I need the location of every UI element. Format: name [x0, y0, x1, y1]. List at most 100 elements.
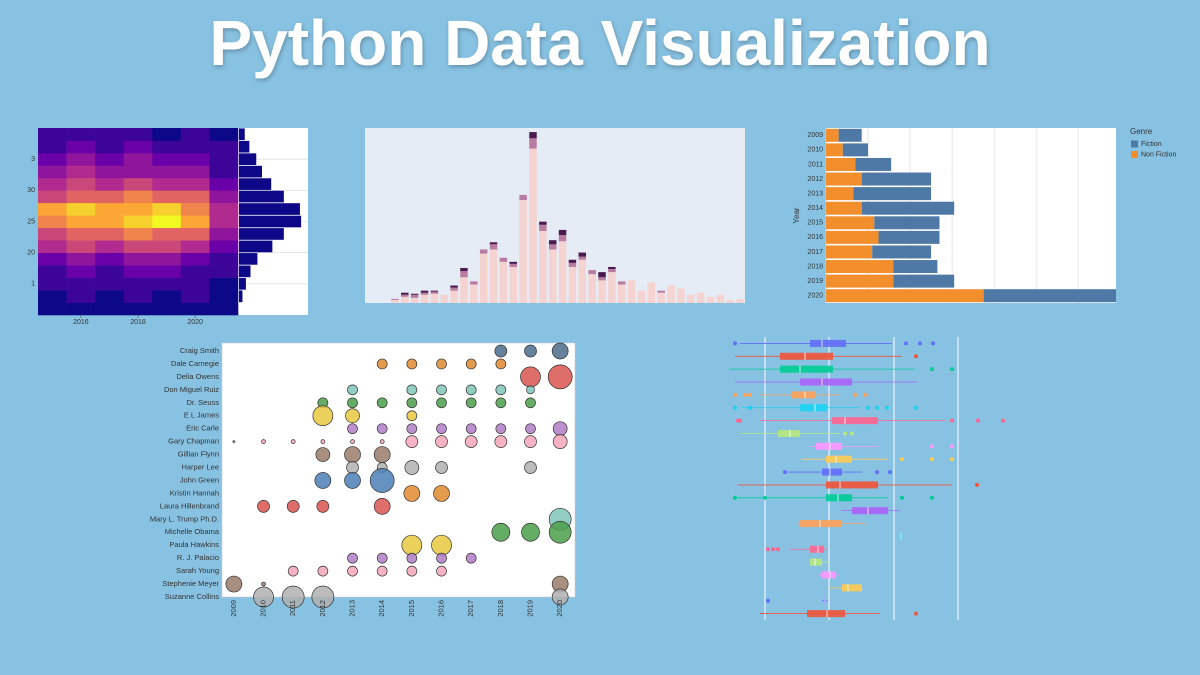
outlier — [904, 341, 908, 346]
box — [800, 378, 852, 386]
bubble — [232, 440, 236, 443]
heat-cell — [180, 265, 210, 278]
heat-cell — [38, 252, 67, 266]
heat-cell — [66, 152, 96, 166]
heat-cell — [66, 190, 96, 204]
heat-cell — [95, 302, 125, 316]
y-tick-label: 25 — [27, 218, 35, 225]
bar-segment — [430, 293, 439, 303]
bubble — [286, 500, 300, 513]
box — [826, 481, 878, 489]
outlier — [743, 392, 747, 397]
heat-cell — [152, 152, 182, 166]
x-tick-label: 2018 — [496, 600, 505, 617]
y-tick-label: Suzanne Collins — [165, 592, 219, 601]
box — [810, 558, 822, 566]
y-axis-label: Year — [792, 207, 801, 224]
bubble — [525, 397, 536, 409]
outlier — [914, 405, 918, 410]
bar-segment — [726, 299, 734, 303]
y-tick-label: Paula Hawkins — [169, 540, 219, 549]
heat-cell — [209, 190, 239, 204]
heat-cell — [209, 215, 239, 229]
box — [826, 455, 852, 463]
bar-segment — [489, 249, 498, 303]
y-tick-label: 2014 — [807, 205, 823, 212]
heat-cell — [152, 290, 182, 303]
box — [832, 417, 878, 425]
y-tick-label: 2013 — [807, 190, 823, 197]
bar-segment — [826, 216, 875, 230]
heat-cell — [38, 240, 67, 253]
bar-segment — [489, 242, 498, 245]
box — [800, 519, 842, 528]
heat-cell — [95, 215, 125, 229]
outlier — [733, 495, 737, 500]
bar-segment — [647, 282, 656, 303]
heat-cell — [209, 227, 239, 241]
heat-cell — [95, 252, 125, 266]
bar-segment — [401, 296, 409, 303]
bubble — [345, 408, 360, 424]
bar-segment — [578, 256, 587, 260]
heat-cell — [180, 252, 210, 266]
heat-cell — [180, 190, 210, 204]
x-tick-label: 2020 — [187, 319, 203, 326]
bar-segment — [667, 285, 675, 303]
heat-cell — [38, 290, 67, 303]
bar-segment — [420, 294, 429, 303]
heat-cell — [38, 215, 67, 229]
heat-cell — [66, 277, 96, 291]
heat-cell — [95, 190, 125, 204]
heat-cell — [38, 190, 67, 204]
bar-segment — [568, 262, 577, 267]
y-tick-label: 2010 — [807, 147, 823, 154]
bar-segment — [410, 297, 419, 303]
heat-cell — [123, 190, 153, 204]
heat-cell — [66, 240, 96, 253]
bar-segment — [826, 274, 894, 288]
histogram-bar — [239, 165, 262, 178]
heat-cell — [123, 252, 153, 266]
bar-segment — [861, 172, 932, 186]
bar-segment — [874, 216, 940, 230]
heat-cell — [38, 128, 67, 141]
y-tick-label: 2016 — [807, 234, 823, 241]
bubble — [524, 344, 537, 358]
y-tick-label: 2017 — [807, 249, 823, 256]
bubble — [465, 552, 477, 564]
histogram-bar — [239, 128, 245, 141]
y-tick-label: 2015 — [807, 220, 823, 227]
box — [780, 352, 833, 360]
heat-cell — [209, 177, 239, 191]
outlier — [914, 354, 918, 359]
bar-segment — [826, 201, 862, 215]
bubble — [376, 565, 388, 577]
bar-segment — [529, 138, 537, 149]
bar-segment — [401, 294, 409, 297]
bar-segment — [826, 245, 873, 259]
y-tick-label: Dale Carnegie — [171, 359, 219, 368]
bubble — [347, 565, 358, 577]
bubble — [320, 439, 326, 444]
legend-label: Non Fiction — [1141, 151, 1177, 158]
bar-segment — [410, 294, 419, 298]
heat-cell — [152, 190, 182, 204]
bar-segment — [460, 268, 468, 272]
bubble — [403, 485, 421, 502]
bubble — [521, 522, 540, 542]
heat-cell — [95, 140, 125, 154]
heat-cell — [95, 265, 125, 278]
bubble — [465, 397, 477, 409]
bar-segment — [489, 244, 498, 250]
heat-cell — [123, 177, 153, 191]
heat-cell — [123, 152, 153, 166]
bar-segment — [637, 290, 646, 303]
outlier — [733, 341, 737, 346]
outlier — [950, 444, 954, 449]
x-tick-label: 2019 — [525, 600, 534, 617]
bar-segment — [529, 148, 537, 303]
outlier — [914, 611, 918, 616]
bubble — [406, 358, 418, 370]
bar-segment — [578, 252, 587, 257]
